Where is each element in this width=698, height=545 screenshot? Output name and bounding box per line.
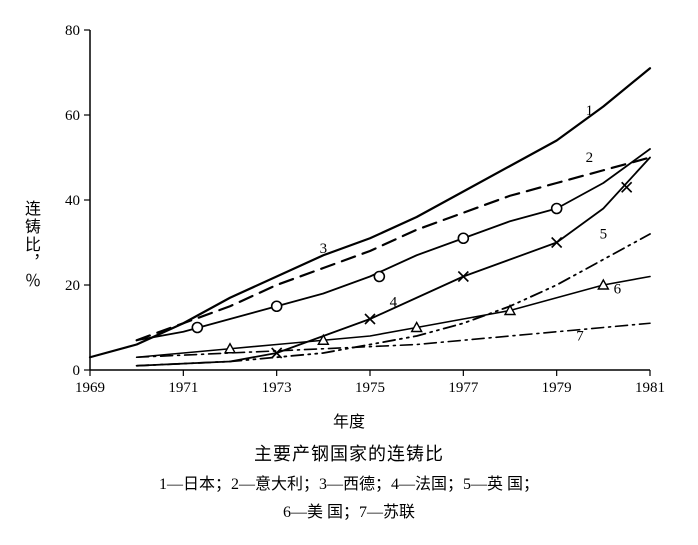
series-2 xyxy=(137,158,650,341)
svg-text:1977: 1977 xyxy=(448,380,479,396)
x-axis-label: 年度 xyxy=(0,408,698,432)
svg-text:0: 0 xyxy=(73,363,81,379)
chart-title: 主要产钢国家的连铸比 xyxy=(0,440,698,469)
y-axis-label: 连铸比，％ xyxy=(18,200,42,290)
svg-text:1975: 1975 xyxy=(355,380,385,396)
svg-text:1981: 1981 xyxy=(635,380,665,396)
svg-text:1973: 1973 xyxy=(262,380,292,396)
series-label-6: 6 xyxy=(614,282,622,298)
series-label-5: 5 xyxy=(600,226,608,242)
svg-text:60: 60 xyxy=(65,108,80,124)
svg-text:20: 20 xyxy=(65,278,80,294)
series-label-4: 4 xyxy=(390,294,398,310)
chart-container: 0 20 40 60 80 1969 1971 1973 1975 1977 1979 1981 1 2 3… xyxy=(0,0,698,545)
series-label-7: 7 xyxy=(576,328,584,344)
svg-text:40: 40 xyxy=(65,193,80,209)
svg-text:1971: 1971 xyxy=(168,380,198,396)
series-label-2: 2 xyxy=(586,150,594,166)
series-4 xyxy=(137,158,650,366)
series-1 xyxy=(90,68,650,357)
svg-text:1979: 1979 xyxy=(542,380,572,396)
svg-text:80: 80 xyxy=(65,23,80,39)
legend-line-2: 6—美 国；7—苏联 xyxy=(0,500,698,526)
legend-line-1: 1—日本；2—意大利；3—西德；4—法国；5—英 国； xyxy=(0,472,698,498)
series-label-1: 1 xyxy=(586,103,594,119)
svg-text:1969: 1969 xyxy=(75,380,105,396)
series-label-3: 3 xyxy=(320,241,328,257)
chart-svg: 0 20 40 60 80 1969 1971 1973 1975 1977 1979 1981 1 2 3… xyxy=(0,0,698,430)
